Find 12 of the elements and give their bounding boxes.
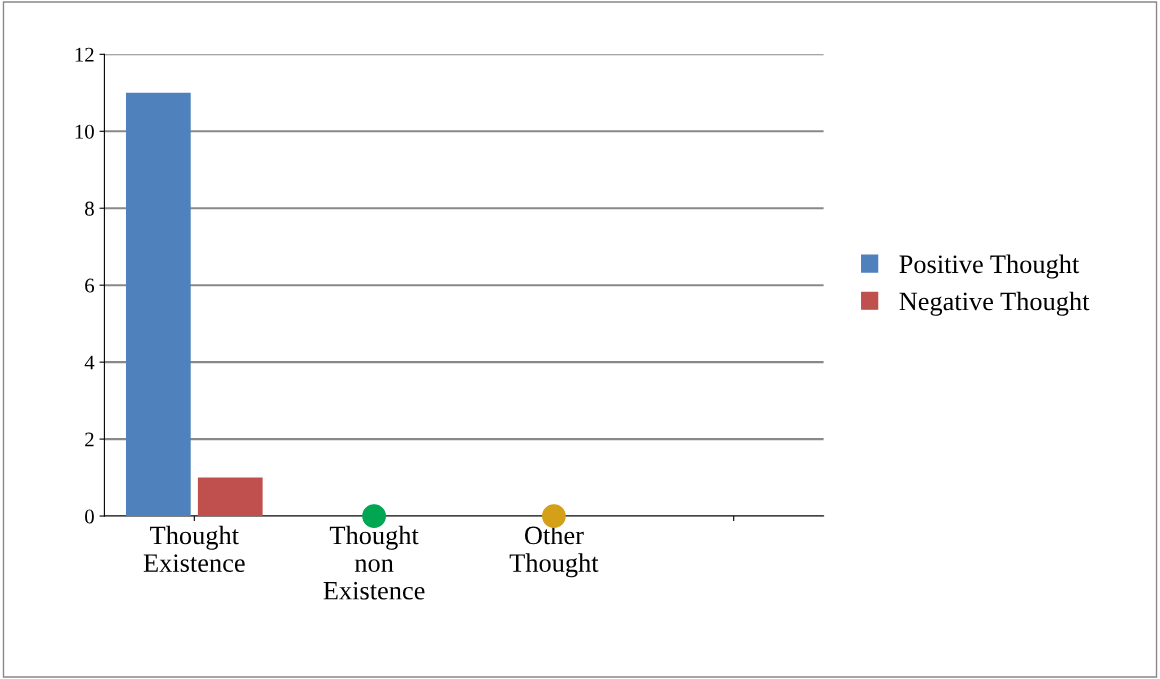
y-tick-label: 8 (85, 201, 94, 216)
x-tick-label: Other Thought (509, 525, 599, 578)
x-tick-label: Thought non Existence (323, 525, 425, 600)
legend-label: Negative Thought (899, 291, 1090, 316)
y-tick-label: 10 (75, 124, 94, 139)
y-tick-label: 6 (85, 278, 95, 293)
x-tick-label: Thought Existence (143, 525, 245, 572)
y-tick-label: 2 (85, 432, 94, 447)
y-tick-label: 0 (85, 509, 94, 524)
legend-label: Positive Thought (899, 254, 1080, 279)
y-tick-label: 4 (84, 355, 95, 370)
y-tick-label: 12 (75, 47, 94, 62)
